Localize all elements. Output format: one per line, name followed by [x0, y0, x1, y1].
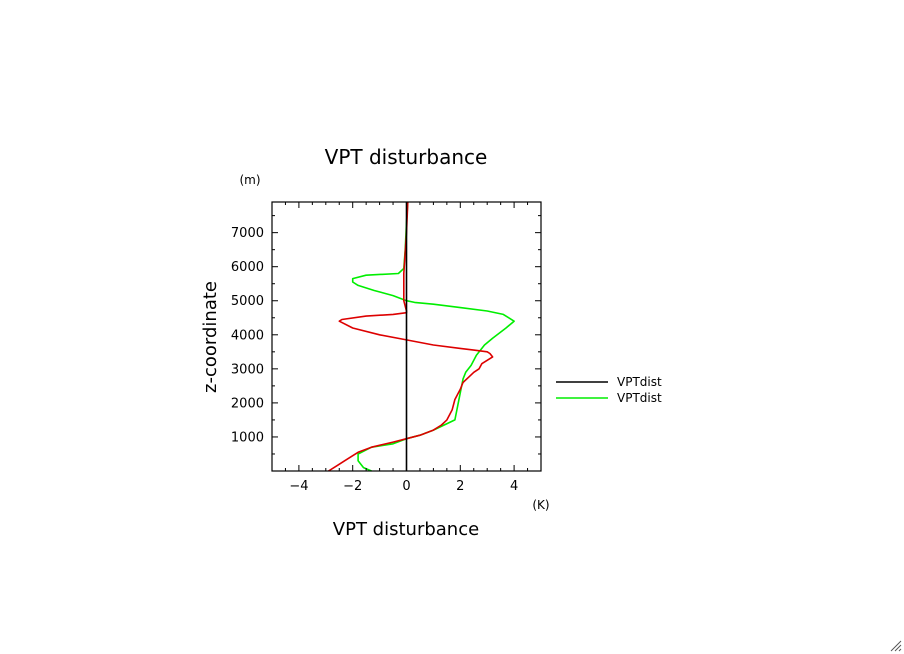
- legend-label: VPTdist: [617, 391, 662, 405]
- x-tick-label: 2: [456, 479, 464, 494]
- x-tick-label: −2: [343, 479, 362, 494]
- chart-title: VPT disturbance: [325, 145, 488, 169]
- tick-layer: −4 −2 0 2 4 1000 2000 3000 4000 5000 6000 7000: [231, 202, 542, 494]
- legend: VPTdist VPTdist: [556, 375, 662, 405]
- resize-grip-icon[interactable]: [890, 640, 902, 652]
- y-tick-label: 4000: [231, 328, 264, 343]
- x-tick-label: 4: [510, 479, 518, 494]
- y-unit-label: (m): [239, 173, 260, 187]
- y-tick-label: 2000: [231, 396, 264, 411]
- y-tick-label: 6000: [231, 260, 264, 275]
- y-axis-title: z-coordinate: [200, 281, 221, 393]
- x-tick-label: 0: [402, 479, 410, 494]
- series-layer: [328, 201, 515, 472]
- x-axis-title: VPT disturbance: [333, 519, 479, 540]
- legend-label: VPTdist: [617, 375, 662, 389]
- y-tick-label: 7000: [231, 226, 264, 241]
- series-line-2: [328, 201, 494, 472]
- x-unit-label: (K): [532, 498, 549, 512]
- y-tick-label: 1000: [231, 430, 264, 445]
- x-tick-label: −4: [289, 479, 308, 494]
- y-tick-label: 3000: [231, 362, 264, 377]
- y-tick-label: 5000: [231, 294, 264, 309]
